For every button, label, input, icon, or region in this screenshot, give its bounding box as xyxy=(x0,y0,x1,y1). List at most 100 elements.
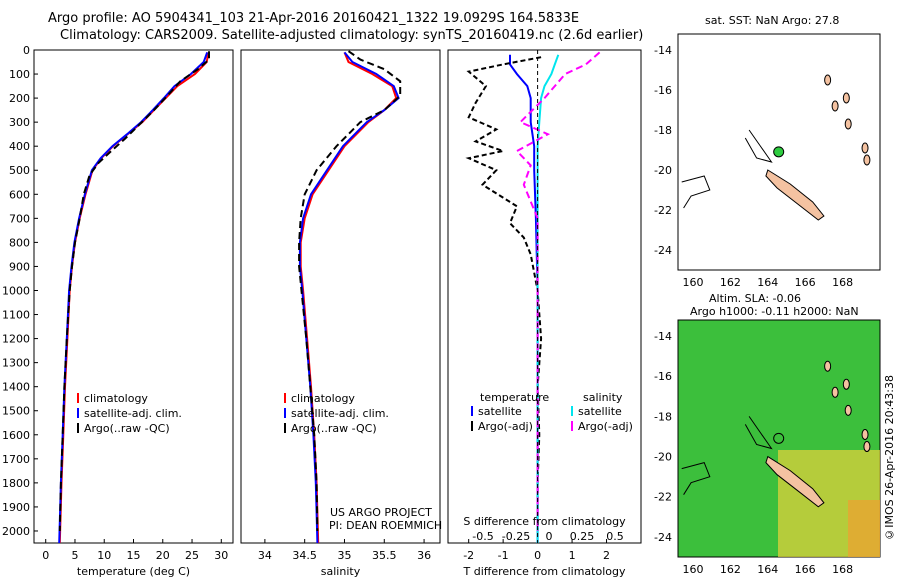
y-tick-label: 1200 xyxy=(2,333,30,346)
plot-frame-salinity xyxy=(240,49,441,544)
reef-outline xyxy=(744,416,773,450)
series-line-temperature-2 xyxy=(58,51,210,532)
legend-label: satellite-adj. clim. xyxy=(84,407,182,420)
series-line-difference-0 xyxy=(509,54,539,543)
x-tick-label-salinity: -0.5 xyxy=(472,530,493,543)
lon-tick-label: 164 xyxy=(757,276,778,289)
lat-tick-label: -20 xyxy=(654,164,672,177)
vanuatu-island xyxy=(831,386,839,398)
lon-tick-label: 166 xyxy=(795,563,816,576)
figure-title-line2: Climatology: CARS2009. Satellite-adjuste… xyxy=(60,28,644,43)
x-tick-label: 0 xyxy=(534,549,541,562)
y-tick-label: 1700 xyxy=(2,453,30,466)
y-tick-label: 1300 xyxy=(2,357,30,370)
x-tick-label: 34.5 xyxy=(292,549,317,562)
sla-map-title-line2: Argo h1000: -0.11 h2000: NaN xyxy=(690,305,859,318)
legend-label: satellite-adj. clim. xyxy=(291,407,389,420)
project-label: US ARGO PROJECT xyxy=(330,506,432,519)
legend-label: satellite xyxy=(478,405,522,418)
vanuatu-island xyxy=(824,74,832,86)
x-tick-label: 10 xyxy=(97,549,111,562)
series-line-salinity-2 xyxy=(298,50,402,532)
x-tick-label: 5 xyxy=(71,549,78,562)
y-tick-label: 1800 xyxy=(2,477,30,490)
plot-frame-temperature xyxy=(33,49,234,544)
y-tick-label: 300 xyxy=(9,116,30,129)
vanuatu-island xyxy=(844,404,852,416)
x-tick-label-salinity: 0 xyxy=(546,530,553,543)
lat-tick-label: -16 xyxy=(654,370,672,383)
y-tick-label: 600 xyxy=(9,188,30,201)
legend-header: temperature xyxy=(480,391,549,404)
legend-header: salinity xyxy=(583,391,623,404)
vanuatu-island xyxy=(863,441,871,453)
x-axis-label-top: S difference from climatology xyxy=(463,515,626,528)
y-tick-label: 200 xyxy=(9,92,30,105)
pi-label: PI: DEAN ROEMMICH xyxy=(329,519,443,532)
series-line-difference-3 xyxy=(515,51,601,531)
lon-tick-label: 160 xyxy=(682,563,703,576)
y-tick-label: 1000 xyxy=(2,284,30,297)
y-tick-label: 800 xyxy=(9,236,30,249)
lat-tick-label: -22 xyxy=(654,204,672,217)
legend-label: Argo(-adj) xyxy=(478,420,533,433)
x-tick-label: -1 xyxy=(498,549,509,562)
legend-label: Argo(..raw -QC) xyxy=(291,422,377,435)
legend-label: climatology xyxy=(84,392,148,405)
x-tick-label: 30 xyxy=(214,549,228,562)
x-tick-label-salinity: 0.25 xyxy=(570,530,595,543)
lat-tick-label: -18 xyxy=(654,124,672,137)
series-line-salinity-1 xyxy=(298,51,400,544)
lat-tick-label: -24 xyxy=(654,531,672,544)
y-tick-label: 900 xyxy=(9,260,30,273)
x-tick-label: 25 xyxy=(185,549,199,562)
y-tick-label: 0 xyxy=(23,44,30,57)
x-tick-label: 15 xyxy=(127,549,141,562)
y-tick-label: 700 xyxy=(9,212,30,225)
legend-label: satellite xyxy=(578,405,622,418)
lat-tick-label: -16 xyxy=(654,84,672,97)
y-tick-label: 1500 xyxy=(2,405,30,418)
new-caledonia-land xyxy=(765,169,825,221)
x-tick-label: 35 xyxy=(337,549,351,562)
lat-tick-label: -14 xyxy=(654,330,672,343)
vanuatu-island xyxy=(861,428,869,440)
figure-title-line1: Argo profile: AO 5904341_103 21-Apr-2016… xyxy=(48,11,580,26)
sla-map-title-line1: Altim. SLA: -0.06 xyxy=(709,292,802,305)
legend-label: Argo(..raw -QC) xyxy=(84,422,170,435)
lon-tick-label: 166 xyxy=(795,276,816,289)
x-tick-label-salinity: -0.25 xyxy=(502,530,530,543)
x-tick-label: 35.5 xyxy=(372,549,397,562)
chesterfield-outline xyxy=(681,462,711,495)
y-tick-label: 400 xyxy=(9,140,30,153)
chesterfield-outline xyxy=(681,175,711,209)
x-axis-label: temperature (deg C) xyxy=(77,565,190,578)
y-tick-label: 1400 xyxy=(2,381,30,394)
vanuatu-island xyxy=(861,142,869,154)
y-tick-label: 100 xyxy=(9,68,30,81)
vanuatu-island xyxy=(824,360,832,372)
legend-label: Argo(-adj) xyxy=(578,420,633,433)
series-line-temperature-1 xyxy=(58,52,209,544)
x-tick-label: 34 xyxy=(258,549,272,562)
float-position-marker xyxy=(773,432,785,444)
x-tick-label: 2 xyxy=(603,549,610,562)
x-tick-label: 36 xyxy=(417,549,431,562)
reef-outline xyxy=(744,129,773,163)
lat-tick-label: -18 xyxy=(654,410,672,423)
x-tick-label: -2 xyxy=(463,549,474,562)
x-tick-label-salinity: 0.5 xyxy=(606,530,624,543)
y-tick-label: 2000 xyxy=(2,525,30,538)
lon-tick-label: 160 xyxy=(682,276,703,289)
lat-tick-label: -14 xyxy=(654,44,672,57)
series-line-difference-1 xyxy=(465,56,543,531)
y-tick-label: 1100 xyxy=(2,309,30,322)
float-position-marker xyxy=(773,146,785,158)
x-tick-label: 0 xyxy=(42,549,49,562)
vanuatu-island xyxy=(842,378,850,390)
lat-tick-label: -24 xyxy=(654,244,672,257)
lon-tick-label: 168 xyxy=(832,563,853,576)
new-caledonia-land xyxy=(765,455,825,508)
series-line-temperature-0 xyxy=(58,52,210,544)
